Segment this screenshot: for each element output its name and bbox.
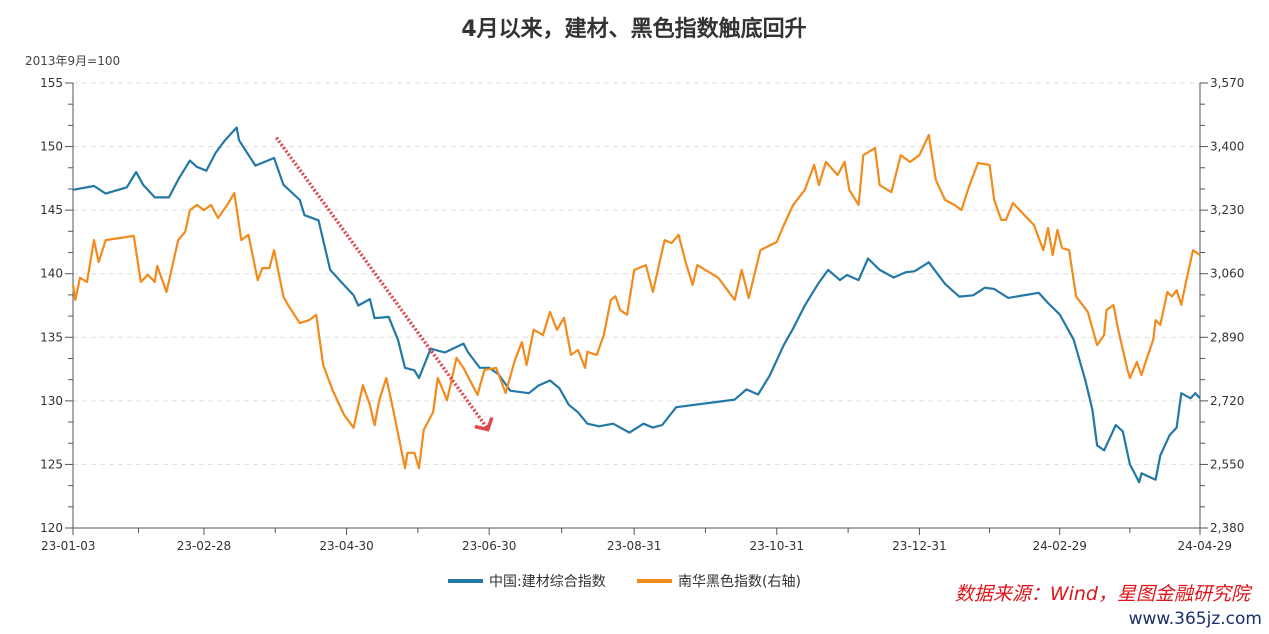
left-tick-label: 140 [40,267,63,281]
left-tick-label: 130 [40,394,63,408]
watermark: www.365jz.com [1129,609,1262,629]
series-line-left [72,126,1201,484]
left-tick-label: 120 [40,521,63,535]
left-tick-label: 125 [40,457,63,471]
x-tick-label: 23-08-31 [607,539,661,553]
x-tick-label: 24-02-29 [1032,539,1086,553]
left-tick-label: 150 [40,140,63,154]
right-tick-label: 3,570 [1210,76,1244,90]
series-lines [71,126,1201,484]
x-tick-label: 23-10-31 [750,539,804,553]
legend-label: 中国:建材综合指数 [489,574,606,590]
left-tick-label: 135 [40,330,63,344]
x-tick-label: 23-12-31 [892,539,946,553]
x-tick-label: 23-04-30 [319,539,373,553]
x-tick-label: 24-04-29 [1178,539,1232,553]
source-note: 数据来源：Wind，星图金融研究院 [955,583,1253,605]
right-tick-label: 2,720 [1210,394,1244,408]
right-tick-label: 2,550 [1210,457,1244,471]
x-tick-label: 23-01-03 [41,539,95,553]
trend-arrow [275,136,494,432]
left-tick-label: 155 [40,76,63,90]
right-tick-label: 2,380 [1210,521,1244,535]
left-tick-label: 145 [40,203,63,217]
axes: 120 125 130 135 140 145 150 155 2,380 2,550 2,720 2… [40,76,1244,553]
right-tick-label: 3,060 [1210,267,1244,281]
chart-title: 4月以来，建材、黑色指数触底回升 [461,16,806,42]
legend-label: 南华黑色指数(右轴) [678,573,801,590]
x-tick-label: 23-02-28 [177,539,231,553]
series-line-right [71,133,1201,470]
right-tick-label: 2,890 [1210,330,1244,344]
right-tick-label: 3,230 [1210,203,1244,217]
left-axis-unit: 2013年9月=100 [25,54,120,68]
grid [73,82,1200,465]
arrow-shaft [275,136,489,429]
legend: 中国:建材综合指数 南华黑色指数(右轴) [448,573,801,590]
arrow-head [474,417,494,432]
x-tick-label: 23-06-30 [462,539,516,553]
right-tick-label: 3,400 [1210,140,1244,154]
